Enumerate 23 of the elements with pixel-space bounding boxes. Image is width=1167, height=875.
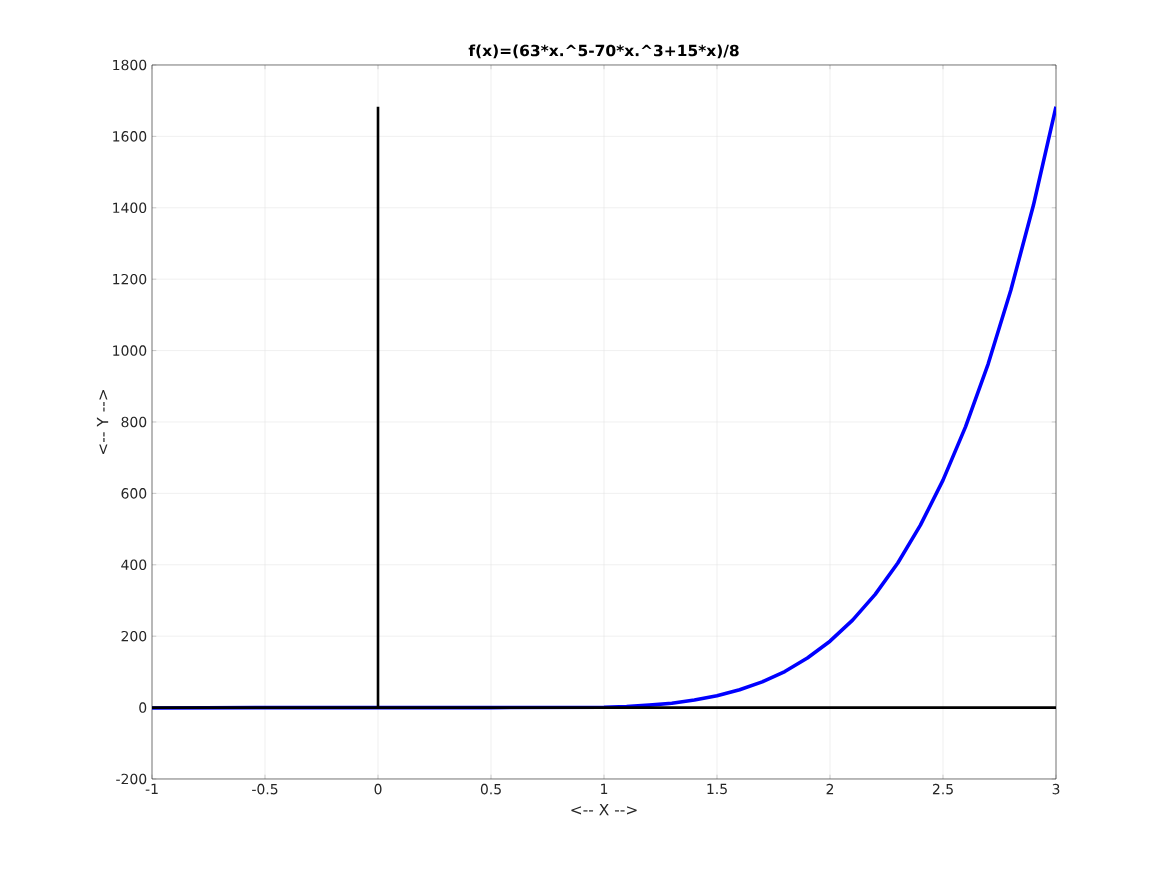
x-tick-label: 2.5 bbox=[932, 783, 953, 795]
y-tick-label: 0 bbox=[139, 702, 147, 713]
y-tick-label: 1600 bbox=[113, 131, 147, 142]
y-axis-title: <-- Y --> bbox=[96, 389, 109, 455]
y-tick-label: 1800 bbox=[113, 59, 147, 71]
y-tick-label: 1000 bbox=[113, 345, 147, 356]
x-tick-label: 3 bbox=[1052, 783, 1060, 795]
y-tick-label: 1200 bbox=[113, 273, 147, 285]
chart-title: f(x)=(63*x.^5-70*x.^3+15*x)/8 bbox=[468, 44, 739, 59]
y-tick-label: -200 bbox=[116, 773, 147, 785]
x-tick-label: 0 bbox=[374, 783, 382, 795]
y-tick-label: 200 bbox=[121, 630, 147, 642]
x-axis-title: <-- X --> bbox=[571, 803, 637, 816]
x-tick-label: 1 bbox=[601, 783, 608, 794]
y-tick-label: 600 bbox=[121, 488, 147, 499]
x-tick-label: 2 bbox=[826, 783, 834, 795]
x-tick-label: -0.5 bbox=[252, 783, 278, 795]
x-tick-label: 1.5 bbox=[707, 783, 727, 795]
y-tick-label: 400 bbox=[121, 559, 147, 571]
y-tick-label: 800 bbox=[121, 416, 147, 428]
y-tick-label: 1400 bbox=[113, 202, 147, 214]
x-tick-label: 0.5 bbox=[480, 783, 501, 795]
x-tick-label: -1 bbox=[145, 783, 158, 794]
